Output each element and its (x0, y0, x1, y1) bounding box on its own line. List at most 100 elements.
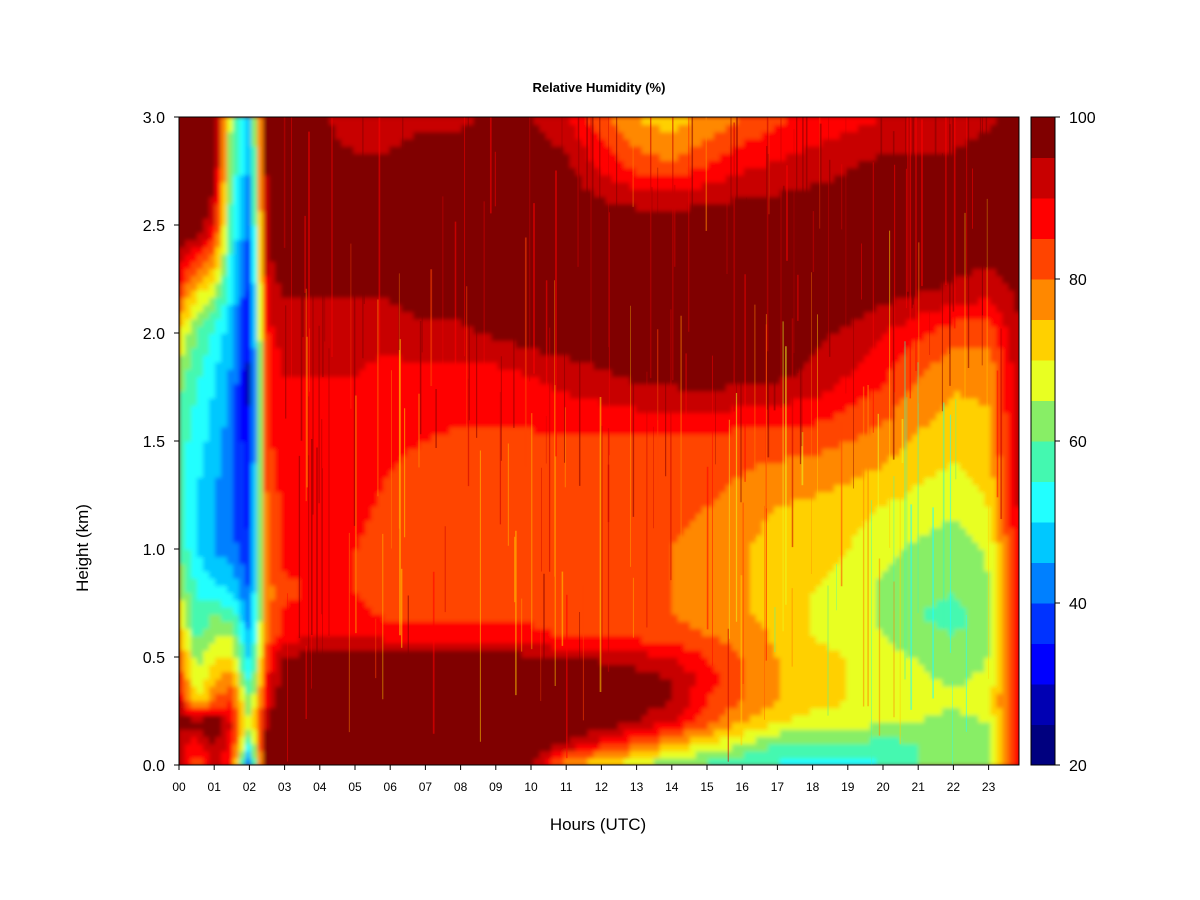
heatmap-cell (467, 117, 475, 125)
heatmap-cell (383, 693, 391, 701)
heatmap-cell (371, 246, 379, 255)
heatmap-cell (407, 563, 415, 572)
heatmap-cell (377, 700, 385, 709)
heatmap-cell (227, 484, 234, 493)
heatmap-cell (341, 376, 349, 385)
heatmap-cell (413, 275, 421, 284)
heatmap-cell (293, 628, 300, 637)
heatmap-cell (179, 448, 186, 457)
heatmap-cell (185, 635, 192, 644)
heatmap-cell (257, 268, 264, 277)
heatmap-cell (203, 729, 210, 737)
heatmap-cell (485, 225, 493, 233)
heatmap-cell (503, 606, 511, 615)
heatmap-cell (497, 671, 505, 680)
heatmap-cell (281, 289, 288, 298)
heatmap-cell (407, 340, 415, 349)
heatmap-cell (479, 599, 487, 608)
heatmap-cell (179, 189, 186, 197)
heatmap-cell (443, 448, 451, 457)
heatmap-cell (227, 412, 234, 421)
heatmap-cell (479, 477, 487, 485)
heatmap-cell (323, 707, 331, 716)
heatmap-cell (503, 736, 511, 745)
heatmap-cell (467, 750, 475, 759)
heatmap-cell (323, 700, 331, 709)
heatmap-cell (269, 318, 276, 327)
heatmap-cell (383, 455, 391, 464)
heatmap-cell (323, 124, 331, 133)
heatmap-cell (371, 527, 379, 536)
heatmap-cell (323, 693, 331, 701)
heatmap-cell (485, 246, 493, 255)
heatmap-cell (287, 678, 294, 687)
heatmap-cell (407, 621, 415, 629)
heatmap-cell (461, 671, 469, 680)
heatmap-cell (215, 657, 222, 665)
heatmap-cell (407, 124, 415, 133)
heatmap-cell (377, 577, 385, 586)
heatmap-cell (269, 585, 276, 593)
heatmap-cell (293, 750, 300, 759)
heatmap-cell (287, 376, 294, 385)
heatmap-cell (425, 520, 433, 529)
heatmap-cell (353, 714, 361, 723)
heatmap-cell (287, 239, 294, 248)
heatmap-cell (341, 621, 349, 629)
heatmap-cell (311, 419, 319, 428)
heatmap-cell (263, 153, 270, 161)
heatmap-cell (473, 232, 481, 241)
heatmap-cell (275, 333, 282, 341)
heatmap-cell (395, 441, 403, 449)
heatmap-cell (203, 390, 210, 399)
heatmap-cell (311, 304, 319, 313)
heatmap-cell (371, 693, 379, 701)
heatmap-cell (425, 225, 433, 233)
heatmap-cell (353, 635, 361, 644)
heatmap-cell (455, 585, 463, 593)
heatmap-cell (377, 707, 385, 716)
heatmap-cell (245, 484, 252, 493)
heatmap-cell (293, 462, 300, 471)
heatmap-cell (335, 167, 343, 176)
heatmap-cell (329, 145, 337, 154)
heatmap-cell (293, 685, 300, 694)
heatmap-cell (407, 592, 415, 601)
heatmap-cell (503, 671, 511, 680)
heatmap-cell (371, 117, 379, 125)
heatmap-cell (431, 203, 439, 212)
heatmap-cell (419, 354, 427, 363)
heatmap-cell (401, 628, 409, 637)
heatmap-cell (245, 520, 252, 529)
heatmap-cell (335, 477, 343, 485)
heatmap-cell (197, 621, 204, 629)
heatmap-cell (221, 246, 228, 255)
heatmap-cell (293, 541, 300, 550)
heatmap-cell (245, 469, 252, 478)
heatmap-cell (221, 736, 228, 745)
heatmap-cell (407, 189, 415, 197)
heatmap-cell (449, 736, 457, 745)
heatmap-cell (215, 549, 222, 557)
heatmap-cell (443, 426, 451, 435)
heatmap-cell (419, 124, 427, 133)
heatmap-cell (215, 369, 222, 377)
heatmap-cell (389, 189, 397, 197)
heatmap-cell (185, 340, 192, 349)
heatmap-cell (215, 505, 222, 514)
heatmap-cell (281, 361, 288, 370)
heatmap-cell (293, 361, 300, 370)
heatmap-cell (383, 448, 391, 457)
heatmap-cell (227, 628, 234, 637)
heatmap-cell (491, 642, 499, 651)
heatmap-cell (443, 592, 451, 601)
heatmap-cell (335, 275, 343, 284)
heatmap-cell (191, 412, 198, 421)
heatmap-cell (395, 527, 403, 536)
heatmap-cell (197, 145, 204, 154)
heatmap-cell (191, 239, 198, 248)
heatmap-cell (287, 585, 294, 593)
heatmap-cell (179, 556, 186, 565)
heatmap-cell (401, 131, 409, 140)
heatmap-cell (233, 736, 240, 745)
